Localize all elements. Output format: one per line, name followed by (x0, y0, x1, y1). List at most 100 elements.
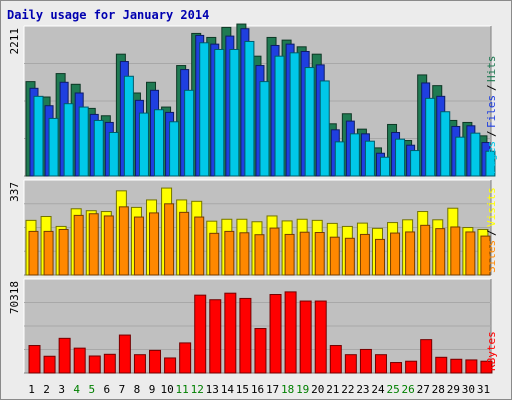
sites-bar-day-18 (284, 233, 295, 276)
pages-bar-day-18 (289, 52, 300, 177)
pages-bar-day-24 (379, 156, 390, 177)
sites-bar-day-27 (420, 224, 431, 276)
pages-bar-day-9 (154, 109, 165, 177)
x-tick-label-day-11: 11 (176, 383, 189, 396)
kbytes-bar-day-25 (390, 362, 403, 374)
legend-separator: / (485, 229, 498, 236)
x-tick-label-day-17: 17 (266, 383, 279, 396)
kbytes-bar-day-23 (359, 348, 372, 374)
sites-bar-day-31 (480, 235, 491, 276)
pages-bar-day-12 (199, 42, 210, 177)
sites-bar-day-2 (43, 230, 54, 276)
sites-bar-day-19 (299, 231, 310, 276)
pages-bar-day-17 (274, 55, 285, 177)
kbytes-bar-day-6 (103, 353, 116, 374)
sites-bar-day-21 (329, 236, 340, 276)
legend-separator: / (485, 84, 498, 91)
x-tick-label-day-9: 9 (149, 383, 156, 396)
pages-bar-day-26 (410, 150, 421, 177)
kbytes-bar-day-3 (58, 337, 71, 374)
x-tick-label-day-28: 28 (432, 383, 445, 396)
y-max-label: 70318 (8, 281, 21, 314)
pages-bar-day-31 (485, 150, 496, 177)
x-tick-label-day-5: 5 (88, 383, 95, 396)
legend-pages: Pages (485, 141, 498, 174)
legend-kbytes: KBytes (485, 331, 498, 371)
pages-bar-day-22 (349, 133, 360, 177)
kbytes-bar-day-16 (254, 328, 267, 374)
x-tick-label-day-19: 19 (296, 383, 309, 396)
kbytes-bar-day-30 (465, 359, 478, 374)
x-tick-label-day-23: 23 (356, 383, 369, 396)
x-tick-label-day-25: 25 (386, 383, 399, 396)
sites-bar-day-26 (405, 231, 416, 276)
pages-bar-day-16 (259, 81, 270, 177)
kbytes-bar-day-22 (344, 354, 357, 374)
x-tick-label-day-29: 29 (447, 383, 460, 396)
kbytes-bar-day-31 (480, 360, 493, 374)
sites-bar-day-24 (374, 238, 385, 276)
x-tick-label-day-22: 22 (341, 383, 354, 396)
kbytes-bar-day-27 (420, 339, 433, 374)
kbytes-bar-day-18 (284, 291, 297, 374)
sites-bar-day-10 (164, 203, 175, 276)
kbytes-bar-day-15 (239, 297, 252, 374)
pages-bar-day-20 (319, 80, 330, 177)
sites-bar-day-22 (344, 237, 355, 276)
pages-bar-day-13 (214, 48, 225, 177)
kbytes-bar-day-17 (269, 293, 282, 374)
pages-bar-day-30 (470, 132, 481, 177)
x-tick-label-day-10: 10 (160, 383, 173, 396)
chart-title: Daily usage for January 2014 (7, 8, 210, 22)
x-tick-label-day-18: 18 (281, 383, 294, 396)
x-tick-label-day-8: 8 (134, 383, 141, 396)
sites-bar-day-20 (314, 232, 325, 276)
pages-bar-day-28 (440, 111, 451, 177)
y-max-label: 337 (8, 182, 21, 202)
x-tick-label-day-24: 24 (371, 383, 385, 396)
sites-bar-day-29 (450, 226, 461, 276)
x-tick-label-day-12: 12 (191, 383, 204, 396)
legend-separator: / (485, 130, 498, 137)
pages-bar-day-19 (304, 67, 315, 177)
x-tick-label-day-27: 27 (417, 383, 430, 396)
x-tick-label-day-14: 14 (221, 383, 235, 396)
pages-bar-day-7 (123, 75, 134, 177)
kbytes-bar-day-4 (73, 347, 86, 374)
pages-bar-day-10 (169, 121, 180, 177)
sites-bar-day-3 (58, 228, 69, 276)
x-tick-label-day-31: 31 (477, 383, 490, 396)
x-tick-label-day-13: 13 (206, 383, 219, 396)
legend-visits: Visits (485, 187, 498, 227)
sites-bar-day-8 (133, 216, 144, 276)
legend-files: Files (485, 95, 498, 128)
kbytes-bar-day-2 (43, 355, 56, 374)
pages-bar-day-6 (108, 131, 119, 177)
pages-bar-day-8 (138, 112, 149, 177)
pages-bar-day-27 (425, 97, 436, 177)
x-tick-label-day-16: 16 (251, 383, 264, 396)
pages-bar-day-29 (455, 136, 466, 177)
x-tick-label-day-4: 4 (73, 383, 80, 396)
pages-bar-day-4 (78, 106, 89, 177)
kbytes-bar-day-5 (88, 355, 101, 374)
sites-bar-day-12 (194, 216, 205, 276)
y-max-label: 2211 (8, 28, 21, 55)
x-tick-label-day-7: 7 (119, 383, 126, 396)
x-tick-label-day-1: 1 (28, 383, 35, 396)
x-tick-label-day-30: 30 (462, 383, 475, 396)
kbytes-bar-day-10 (164, 357, 177, 374)
sites-bar-day-28 (435, 228, 446, 276)
pages-bar-day-21 (334, 141, 345, 177)
kbytes-bar-day-28 (435, 356, 448, 374)
kbytes-bar-day-26 (405, 360, 418, 374)
x-tick-label-day-20: 20 (311, 383, 324, 396)
kbytes-bar-day-1 (28, 345, 41, 374)
kbytes-bar-day-13 (209, 299, 222, 374)
sites-bar-day-5 (88, 213, 99, 276)
sites-bar-day-11 (179, 211, 190, 276)
sites-bar-day-6 (103, 215, 114, 276)
sites-bar-day-14 (224, 230, 235, 276)
kbytes-bar-day-12 (194, 294, 207, 374)
